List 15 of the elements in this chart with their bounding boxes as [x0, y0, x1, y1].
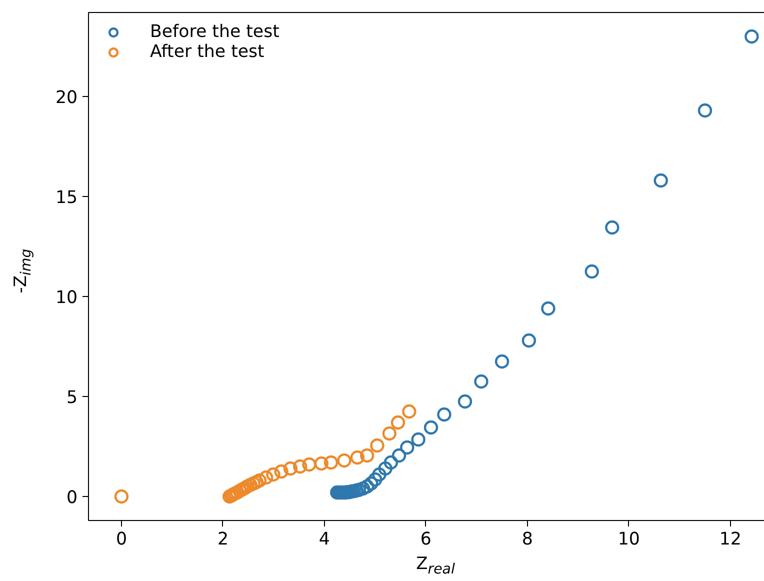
y-tick-label: 20	[55, 88, 78, 108]
x-tick-label: 2	[217, 530, 228, 550]
x-tick-label: 10	[618, 530, 640, 550]
y-tick-label: 15	[55, 188, 78, 208]
y-tick-label: 5	[66, 388, 78, 408]
legend-label: After the test	[150, 42, 264, 62]
y-tick-label: 0	[66, 488, 78, 508]
y-tick-label: 10	[55, 288, 78, 308]
x-tick-label: 6	[420, 530, 432, 550]
legend-label: Before the test	[150, 22, 280, 42]
x-tick-label: 8	[522, 530, 533, 550]
x-tick-label: 0	[116, 530, 127, 550]
x-tick-label: 12	[719, 530, 742, 550]
x-tick-label: 4	[318, 530, 330, 550]
x-axis-title: Z$_{real}$	[415, 553, 456, 580]
